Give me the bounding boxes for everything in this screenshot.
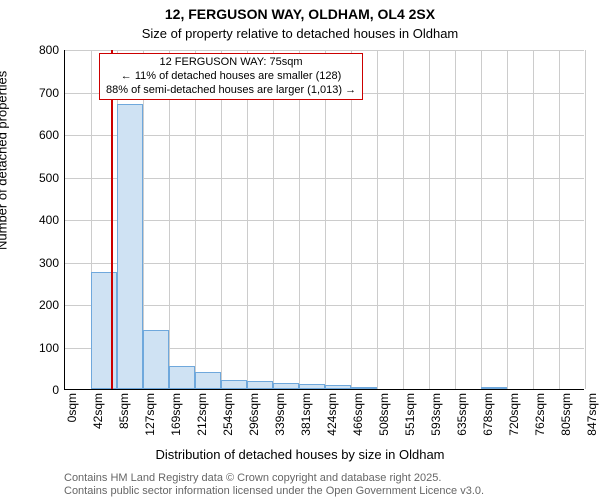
- footer-line-1: Contains HM Land Registry data © Crown c…: [64, 472, 484, 485]
- x-tick-label: 635sqm: [455, 393, 469, 436]
- gridline-v: [221, 50, 222, 389]
- y-tick-label: 600: [39, 128, 59, 142]
- y-tick-label: 300: [39, 256, 59, 270]
- gridline-v: [247, 50, 248, 389]
- y-tick-label: 700: [39, 86, 59, 100]
- x-tick-label: 127sqm: [143, 393, 157, 436]
- x-tick-label: 339sqm: [273, 393, 287, 436]
- x-tick-label: 42sqm: [91, 393, 105, 429]
- histogram-bar: [91, 272, 117, 389]
- x-tick-label: 508sqm: [377, 393, 391, 436]
- annotation-line-1: 12 FERGUSON WAY: 75sqm: [106, 56, 356, 70]
- gridline-v: [195, 50, 196, 389]
- x-tick-label: 551sqm: [403, 393, 417, 436]
- gridline-v: [273, 50, 274, 389]
- gridline-v: [585, 50, 586, 389]
- x-tick-label: 85sqm: [117, 393, 131, 429]
- x-tick-label: 466sqm: [351, 393, 365, 436]
- x-tick-label: 847sqm: [585, 393, 599, 436]
- histogram-bar: [481, 387, 507, 389]
- x-tick-label: 254sqm: [221, 393, 235, 436]
- footer-line-2: Contains public sector information licen…: [64, 485, 484, 498]
- gridline-v: [169, 50, 170, 389]
- histogram-bar: [143, 330, 169, 390]
- gridline-v: [429, 50, 430, 389]
- gridline-v: [507, 50, 508, 389]
- y-tick-label: 800: [39, 43, 59, 57]
- x-tick-label: 805sqm: [559, 393, 573, 436]
- y-tick-label: 0: [52, 383, 59, 397]
- plot-area: 01002003004005006007008000sqm42sqm85sqm1…: [64, 50, 584, 390]
- gridline-v: [533, 50, 534, 389]
- annotation-line-2: ← 11% of detached houses are smaller (12…: [106, 70, 356, 84]
- x-tick-label: 212sqm: [195, 393, 209, 436]
- x-tick-label: 678sqm: [481, 393, 495, 436]
- chart-title: 12, FERGUSON WAY, OLDHAM, OL4 2SX: [0, 6, 600, 22]
- x-tick-label: 762sqm: [533, 393, 547, 436]
- x-tick-label: 424sqm: [325, 393, 339, 436]
- histogram-bar: [273, 383, 299, 389]
- attribution-footer: Contains HM Land Registry data © Crown c…: [64, 472, 484, 498]
- histogram-bar: [195, 372, 221, 389]
- y-tick-label: 200: [39, 298, 59, 312]
- x-tick-label: 0sqm: [65, 393, 79, 422]
- histogram-bar: [351, 387, 377, 389]
- histogram-bar: [117, 104, 143, 389]
- gridline-v: [455, 50, 456, 389]
- y-tick-label: 500: [39, 171, 59, 185]
- histogram-bar: [221, 380, 247, 389]
- x-axis-label: Distribution of detached houses by size …: [0, 447, 600, 462]
- x-tick-label: 381sqm: [299, 393, 313, 436]
- histogram-bar: [247, 381, 273, 390]
- gridline-v: [403, 50, 404, 389]
- x-tick-label: 593sqm: [429, 393, 443, 436]
- gridline-v: [325, 50, 326, 389]
- annotation-box: 12 FERGUSON WAY: 75sqm ← 11% of detached…: [99, 53, 363, 100]
- y-tick-label: 100: [39, 341, 59, 355]
- gridline-v: [377, 50, 378, 389]
- histogram-bar: [169, 366, 195, 389]
- property-size-histogram: 12, FERGUSON WAY, OLDHAM, OL4 2SX Size o…: [0, 0, 600, 500]
- x-tick-label: 169sqm: [169, 393, 183, 436]
- y-axis-label: Number of detached properties: [0, 71, 10, 250]
- y-tick-label: 400: [39, 213, 59, 227]
- x-tick-label: 720sqm: [507, 393, 521, 436]
- gridline-v: [299, 50, 300, 389]
- histogram-bar: [325, 385, 351, 389]
- property-marker-line: [111, 50, 113, 389]
- annotation-line-3: 88% of semi-detached houses are larger (…: [106, 84, 356, 98]
- histogram-bar: [299, 384, 325, 389]
- gridline-v: [559, 50, 560, 389]
- x-tick-label: 296sqm: [247, 393, 261, 436]
- chart-subtitle: Size of property relative to detached ho…: [0, 26, 600, 41]
- gridline-v: [351, 50, 352, 389]
- gridline-v: [481, 50, 482, 389]
